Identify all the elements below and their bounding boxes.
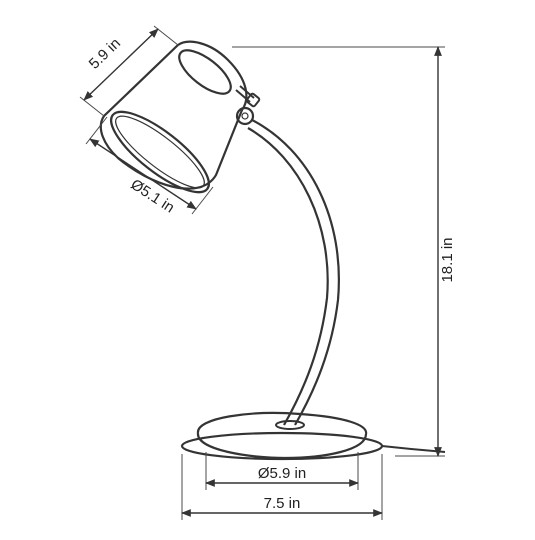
lamp-technical-drawing: 18.1 in 7.5 in Ø5.9 in Ø5.1 in 5.9 in xyxy=(0,0,535,535)
label-overall-height: 18.1 in xyxy=(439,237,456,282)
dim-overall-height: 18.1 in xyxy=(370,47,456,456)
label-base-diameter: Ø5.9 in xyxy=(258,465,306,482)
lamp-shade xyxy=(100,42,260,205)
dim-base-width: 7.5 in xyxy=(182,454,382,520)
dim-shade-diameter: Ø5.1 in xyxy=(86,117,213,217)
lamp-base xyxy=(182,413,445,459)
label-base-width: 7.5 in xyxy=(264,495,301,512)
lamp-arm xyxy=(248,120,339,425)
dim-shade-length: 5.9 in xyxy=(80,26,178,116)
